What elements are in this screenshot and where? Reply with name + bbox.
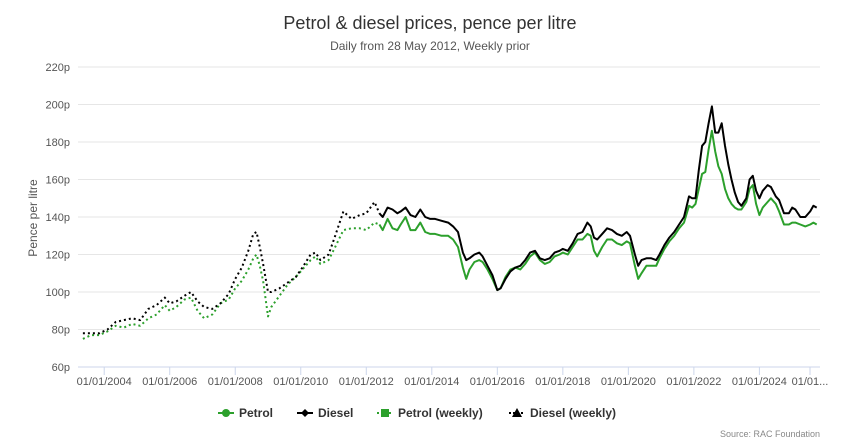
x-tick-label: 01/01/2004 (77, 376, 132, 388)
y-tick-label: 200p (46, 100, 70, 112)
x-tick-label: 01/01/2024 (732, 376, 787, 388)
x-tick-label: 01/01/2014 (404, 376, 459, 388)
series-line-diesel-weekly[interactable] (82, 201, 381, 335)
series-line-petrol-weekly[interactable] (82, 221, 380, 340)
x-tick-label: 01/01/2020 (601, 376, 656, 388)
legend-circle-marker (222, 409, 230, 417)
x-axis: 01/01/2004 01/01/2006 01/01/2008 01/01/2010… (77, 367, 829, 388)
y-tick-label: 220p (46, 62, 70, 74)
chart-title: Petrol & diesel prices, pence per litre (283, 13, 576, 33)
y-tick-label: 140p (46, 212, 70, 224)
x-tick-label: 01/01/2006 (142, 376, 197, 388)
y-tick-label: 60p (52, 362, 70, 374)
legend-item[interactable]: Diesel (weekly) (509, 406, 616, 420)
legend: Petrol Diesel Petrol (weekly) Diesel (weekl… (218, 406, 616, 420)
legend-label: Diesel (weekly) (530, 406, 616, 420)
legend-item[interactable]: Petrol (218, 406, 273, 420)
x-tick-label: 01/01/2012 (339, 376, 394, 388)
y-axis: 60p 80p 100p 120p 140p 160p 180p 200p 220p (46, 62, 70, 374)
y-axis-title: Pence per litre (26, 179, 40, 257)
legend-triangle-marker (512, 408, 522, 417)
x-tick-label: 01/01/2018 (535, 376, 590, 388)
legend-diamond-marker (301, 409, 309, 417)
series-line-diesel[interactable] (378, 105, 818, 292)
y-tick-label: 180p (46, 137, 70, 149)
y-tick-label: 100p (46, 287, 70, 299)
series-line-petrol[interactable] (378, 129, 818, 292)
x-tick-label: 01/01/2008 (208, 376, 263, 388)
legend-label: Petrol (239, 406, 273, 420)
chart-subtitle: Daily from 28 May 2012, Weekly prior (330, 39, 530, 53)
x-tick-label: 01/01/2022 (666, 376, 721, 388)
legend-label: Petrol (weekly) (398, 406, 483, 420)
legend-item[interactable]: Diesel (297, 406, 353, 420)
x-tick-label: 01/01... (792, 376, 829, 388)
y-tick-label: 120p (46, 250, 70, 262)
legend-label: Diesel (318, 406, 353, 420)
x-tick-label: 01/01/2016 (470, 376, 525, 388)
legend-square-marker (381, 409, 389, 417)
legend-item[interactable]: Petrol (weekly) (377, 406, 483, 420)
x-tick-label: 01/01/2010 (273, 376, 328, 388)
credit-text[interactable]: Source: RAC Foundation (720, 429, 820, 439)
y-tick-label: 160p (46, 175, 70, 187)
gridlines (78, 66, 820, 368)
series-layer (82, 105, 818, 340)
y-tick-label: 80p (52, 325, 70, 337)
